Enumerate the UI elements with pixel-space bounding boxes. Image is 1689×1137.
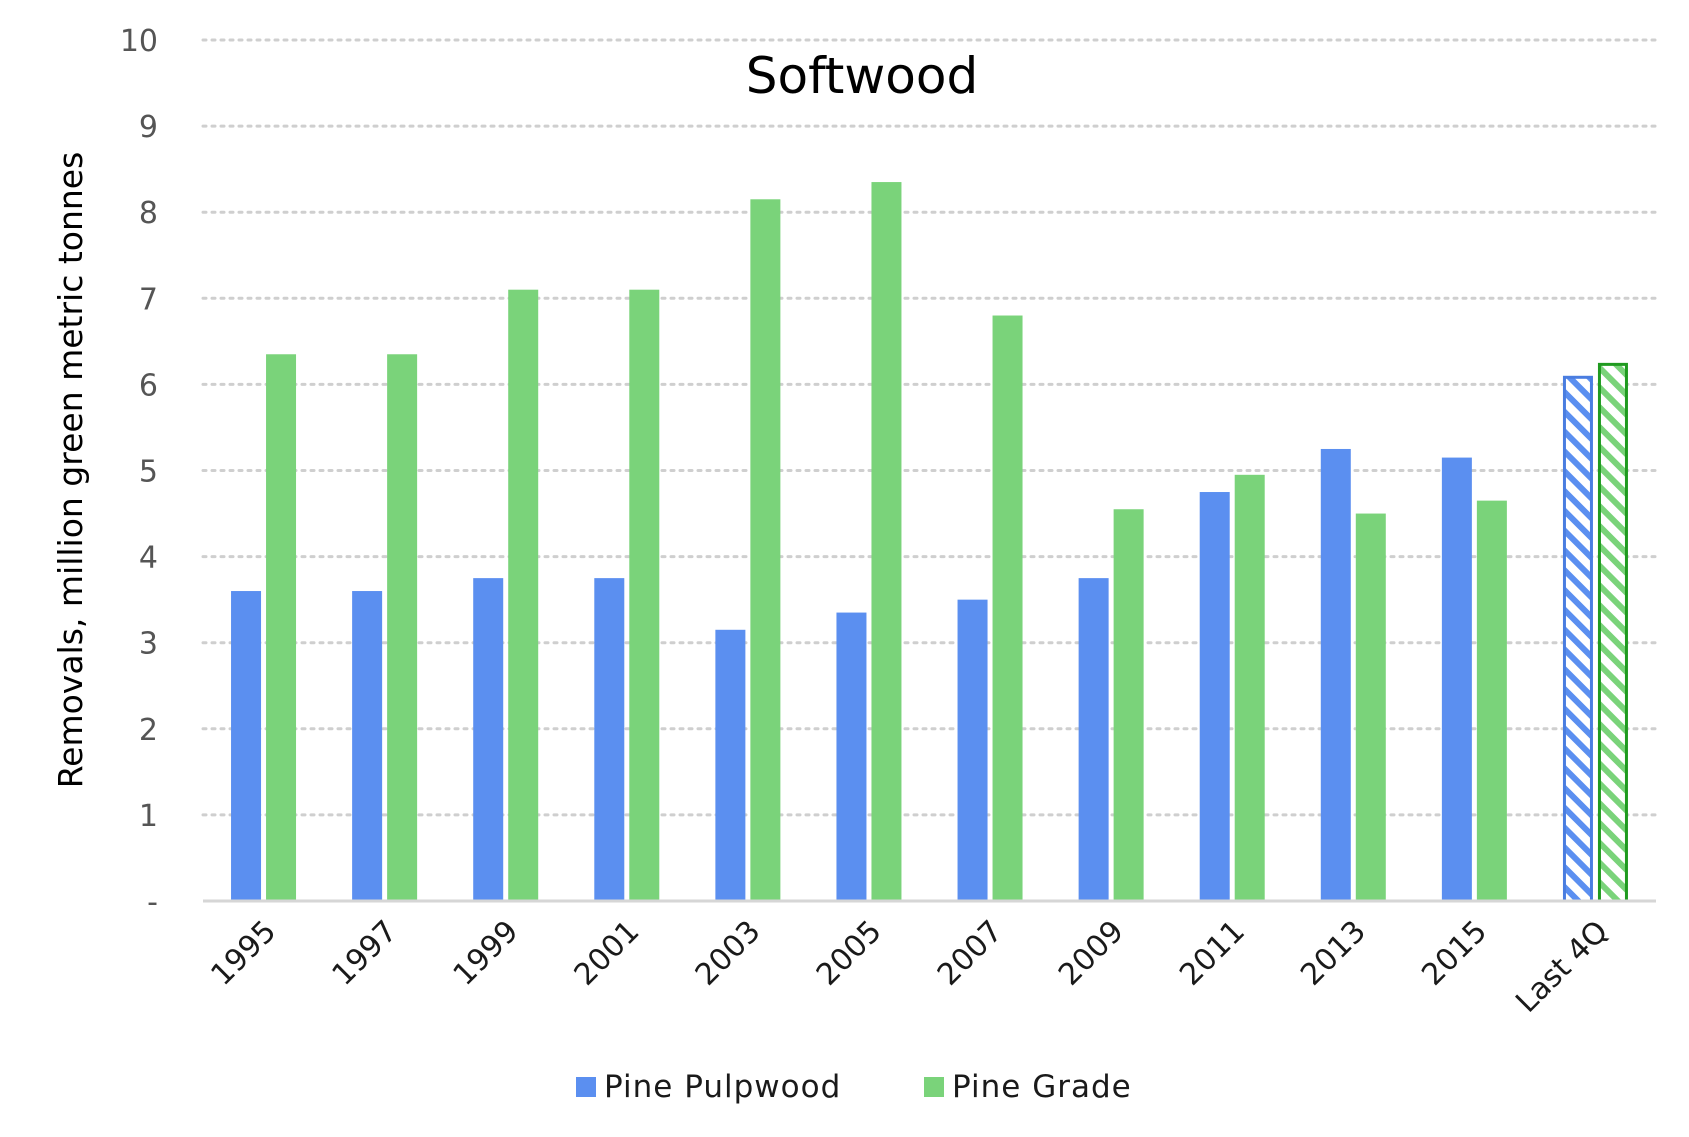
bar-pine-grade-2011 bbox=[1234, 474, 1265, 901]
bar-pine-grade-2007 bbox=[992, 315, 1023, 901]
bars bbox=[231, 182, 1628, 903]
bar-pine-pulpwood-1999 bbox=[473, 578, 504, 901]
y-tick-label: 7 bbox=[139, 282, 158, 317]
bar-pine-grade-last-4q bbox=[1597, 362, 1628, 903]
bar-pine-pulpwood-2015 bbox=[1441, 457, 1472, 901]
y-tick-label: 8 bbox=[139, 196, 158, 231]
gridlines bbox=[201, 38, 1658, 817]
x-tick-label: 2009 bbox=[1052, 914, 1131, 993]
bar-pine-pulpwood-2001 bbox=[594, 578, 625, 901]
bar-pine-pulpwood-2003 bbox=[715, 629, 746, 901]
y-axis-label: Removals, million green metric tonnes bbox=[51, 152, 90, 789]
bar-pine-grade-2001 bbox=[629, 289, 660, 901]
bar-pine-pulpwood-2009 bbox=[1078, 578, 1109, 901]
y-tick-label: 10 bbox=[120, 24, 158, 59]
x-tick-label: 1997 bbox=[326, 914, 405, 993]
bar-pine-pulpwood-2011 bbox=[1199, 492, 1230, 901]
bar-pine-grade-2015 bbox=[1476, 500, 1507, 901]
x-tick-label: 2005 bbox=[810, 914, 889, 993]
x-tick-label: 2007 bbox=[931, 914, 1010, 993]
x-tick-label: 2013 bbox=[1294, 914, 1373, 993]
y-tick-label: 5 bbox=[139, 455, 158, 490]
bar-pine-pulpwood-last-4q bbox=[1562, 375, 1593, 903]
y-tick-label: 3 bbox=[139, 627, 158, 662]
bar-pine-grade-2003 bbox=[750, 199, 781, 901]
x-tick-label: 2011 bbox=[1173, 914, 1252, 993]
y-tick-label: 4 bbox=[139, 541, 158, 576]
legend-swatch bbox=[924, 1077, 944, 1097]
y-tick-label: 2 bbox=[139, 713, 158, 748]
y-axis-ticks: - 1 2 3 4 5 6 7 8 9 10 bbox=[120, 24, 158, 920]
legend-label: Pine Pulpwood bbox=[604, 1069, 841, 1105]
bar-pine-grade-1997 bbox=[387, 354, 418, 901]
x-tick-label: 1999 bbox=[447, 914, 526, 993]
bar-pine-grade-1999 bbox=[508, 289, 539, 901]
bar-pine-grade-2013 bbox=[1355, 513, 1386, 901]
bar-pine-grade-2009 bbox=[1113, 509, 1144, 901]
x-tick-label: 2001 bbox=[568, 914, 647, 993]
legend-label: Pine Grade bbox=[952, 1069, 1132, 1105]
bar-pine-grade-1995 bbox=[266, 354, 297, 901]
x-tick-label: 2003 bbox=[689, 914, 768, 993]
x-tick-label: Last 4Q bbox=[1509, 914, 1615, 1020]
bar-pine-pulpwood-2013 bbox=[1320, 448, 1351, 901]
y-tick-label: - bbox=[147, 885, 158, 920]
legend-swatch bbox=[576, 1077, 596, 1097]
y-tick-label: 1 bbox=[139, 799, 158, 834]
x-axis-ticks: 1995 1997 1999 2001 2003 2005 2007 2009 2011 2013… bbox=[204, 914, 1615, 1020]
bar-pine-pulpwood-1997 bbox=[352, 591, 383, 901]
bar-pine-pulpwood-2005 bbox=[836, 612, 867, 901]
x-tick-label: 1995 bbox=[204, 914, 283, 993]
x-tick-label: 2015 bbox=[1415, 914, 1494, 993]
bar-pine-grade-2005 bbox=[871, 182, 902, 901]
chart-title: Softwood bbox=[746, 47, 978, 105]
bar-pine-pulpwood-1995 bbox=[231, 591, 262, 901]
y-tick-label: 9 bbox=[139, 110, 158, 145]
legend: Pine Pulpwood Pine Grade bbox=[576, 1069, 1132, 1105]
bar-pine-pulpwood-2007 bbox=[957, 599, 988, 901]
y-tick-label: 6 bbox=[139, 368, 158, 403]
